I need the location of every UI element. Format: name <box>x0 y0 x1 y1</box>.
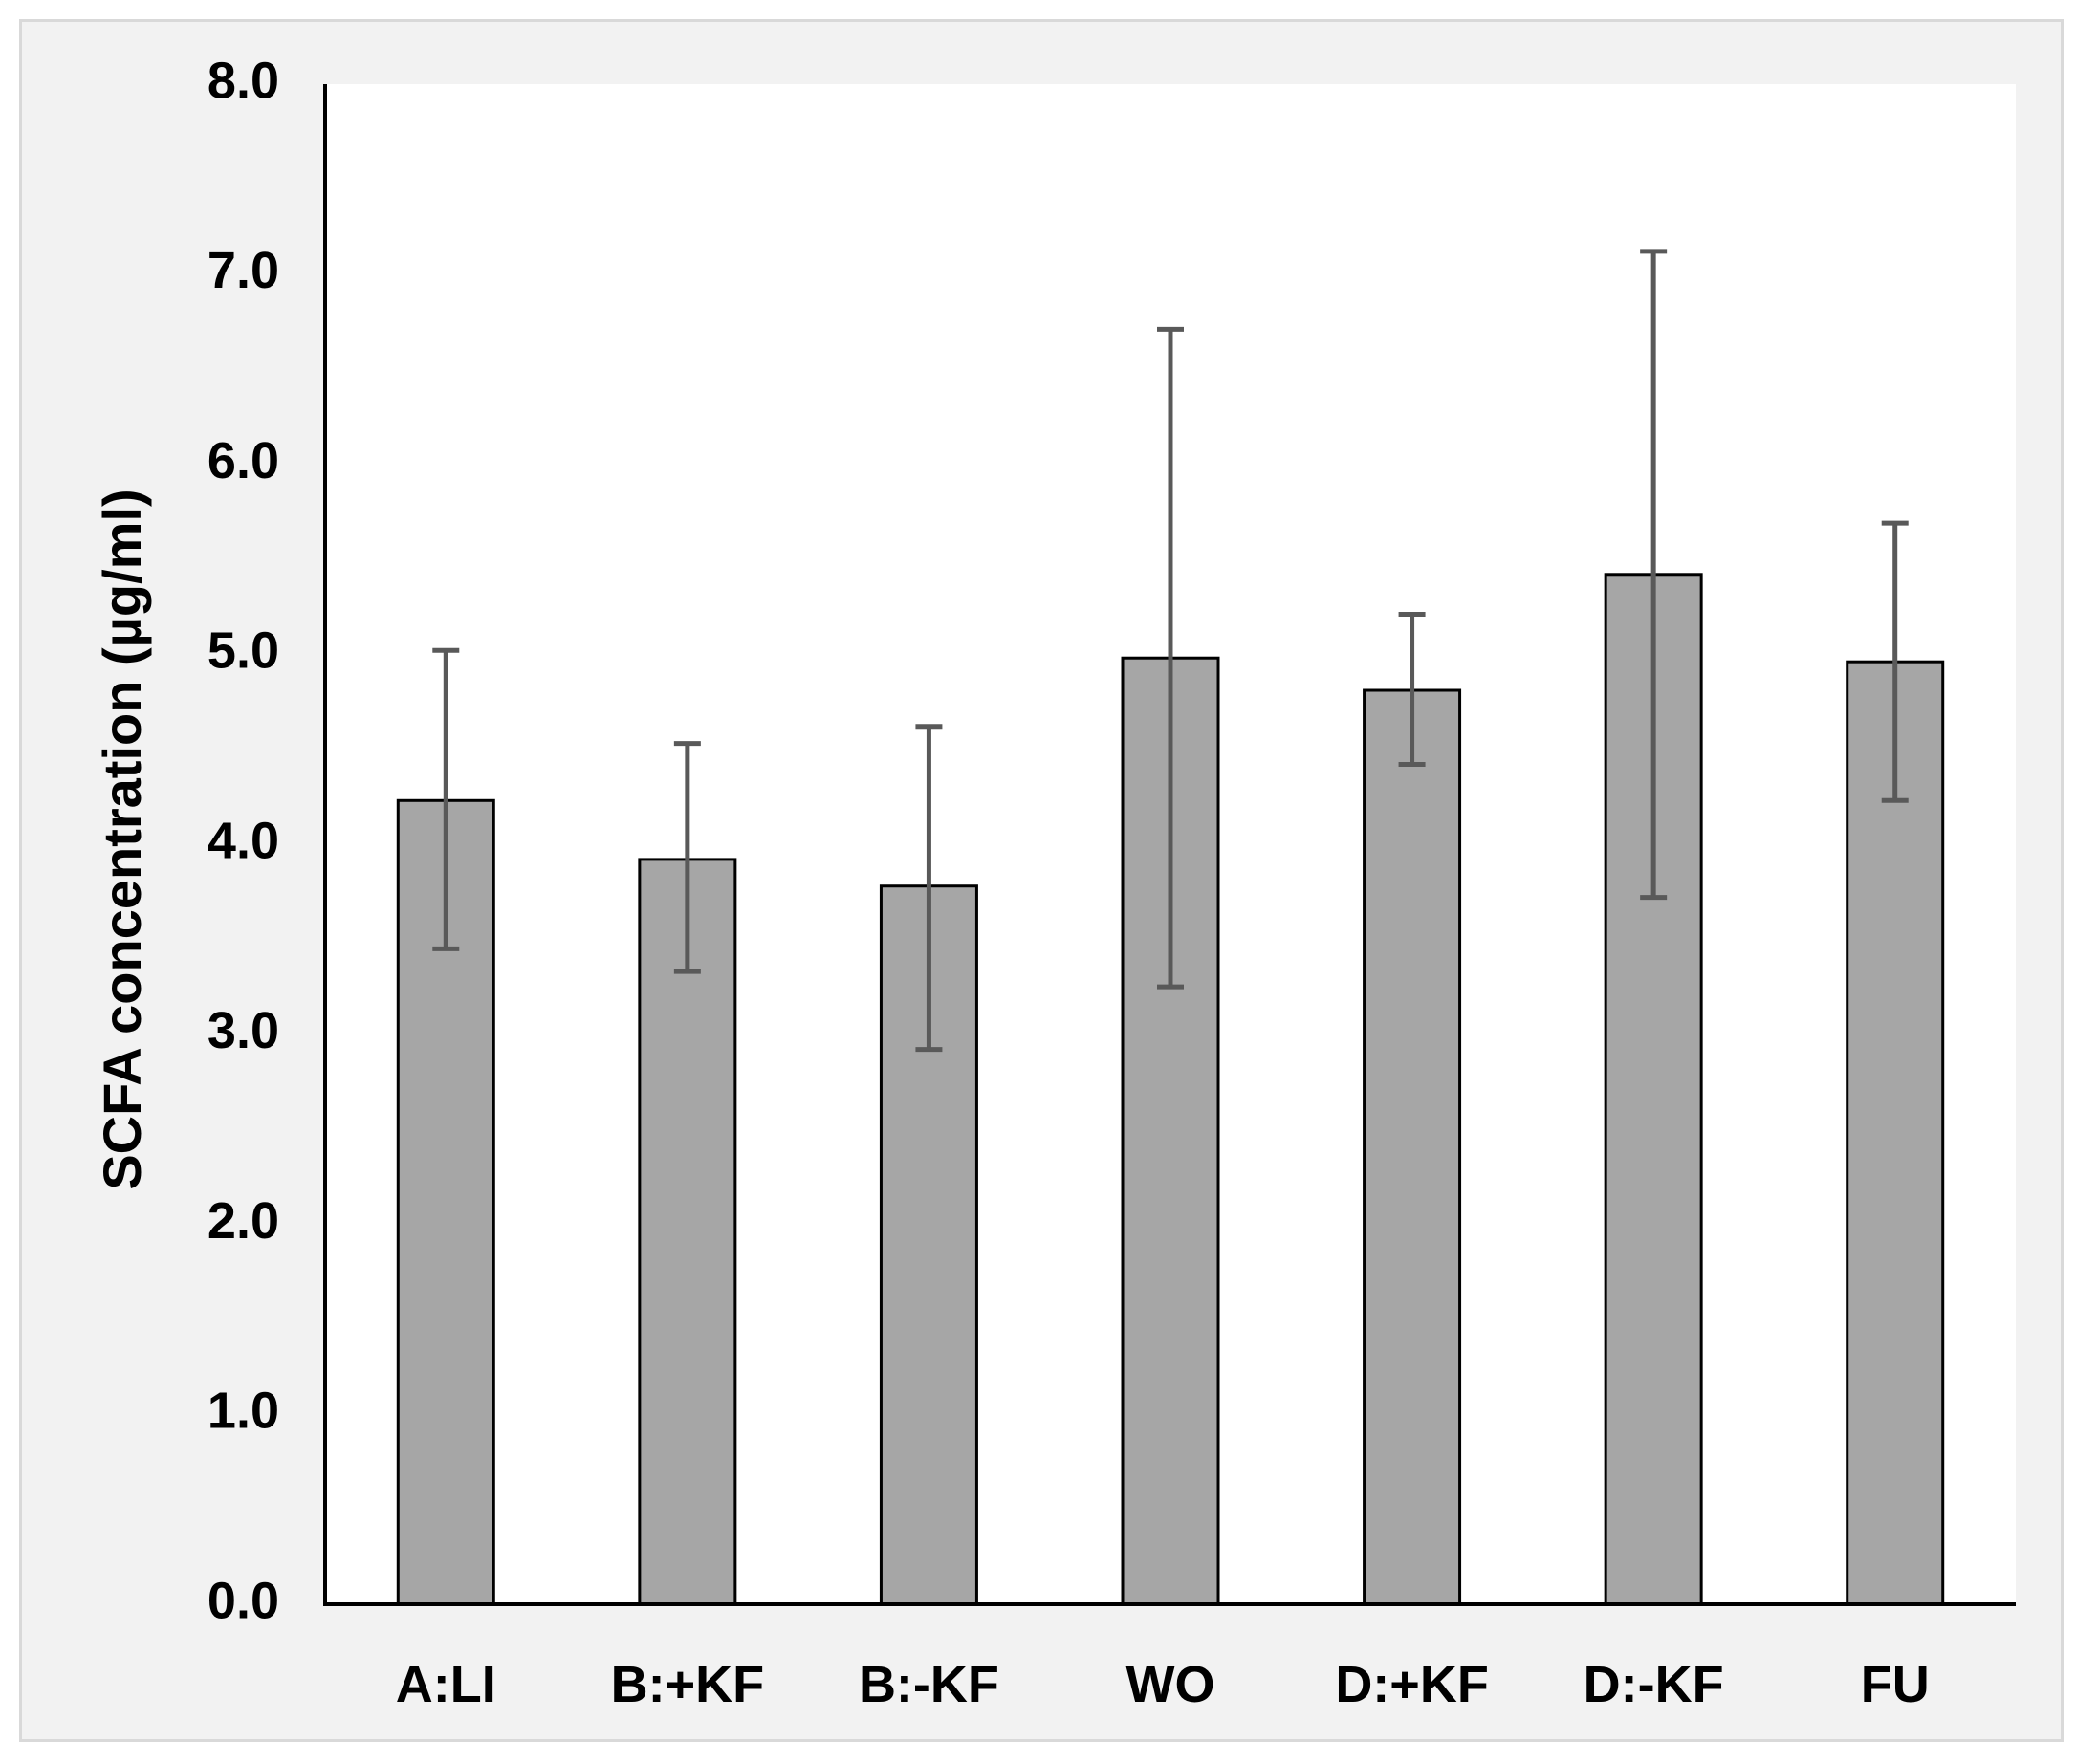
error-bar-FU <box>1881 520 1909 803</box>
x-tick-label: B:+KF <box>611 1656 765 1713</box>
x-tick-label: D:-KF <box>1584 1656 1724 1713</box>
error-bar-A:LI <box>432 647 460 951</box>
error-bars-layer <box>432 249 1909 1053</box>
y-tick-label: 2.0 <box>208 1192 279 1250</box>
y-tick-label: 4.0 <box>208 812 279 869</box>
error-bar-B:-KF <box>915 724 943 1053</box>
y-tick-label: 5.0 <box>208 622 279 680</box>
bar-FU <box>1846 660 1945 1606</box>
x-tick-label: WO <box>1126 1656 1215 1713</box>
y-tick-label: 3.0 <box>208 1002 279 1059</box>
error-bar-B:+KF <box>673 741 701 974</box>
x-tick-label: B:-KF <box>859 1656 999 1713</box>
y-tick-label: 1.0 <box>208 1383 279 1440</box>
bar-D:+KF <box>1363 688 1462 1606</box>
x-tick-label: A:LI <box>396 1656 496 1713</box>
y-tick-labels: 0.0 1.0 2.0 3.0 4.0 5.0 6.0 7.0 8.0 <box>208 52 279 1629</box>
error-bar-WO <box>1157 326 1184 990</box>
bar-B:+KF <box>638 858 737 1606</box>
error-bar-D:+KF <box>1398 612 1426 768</box>
error-bar-D:-KF <box>1640 249 1668 901</box>
x-tick-labels: A:LI B:+KF B:-KF WO D:+KF D:-KF FU <box>396 1656 1930 1713</box>
y-tick-label: 0.0 <box>208 1572 279 1629</box>
x-tick-label: FU <box>1861 1656 1930 1713</box>
y-tick-label: 7.0 <box>208 242 279 299</box>
x-tick-label: D:+KF <box>1335 1656 1489 1713</box>
y-axis-title: SCFA concentration (µg/ml) <box>92 489 152 1189</box>
y-tick-label: 6.0 <box>208 432 279 490</box>
axes-layer <box>323 84 2016 1606</box>
y-tick-label: 8.0 <box>208 52 279 109</box>
